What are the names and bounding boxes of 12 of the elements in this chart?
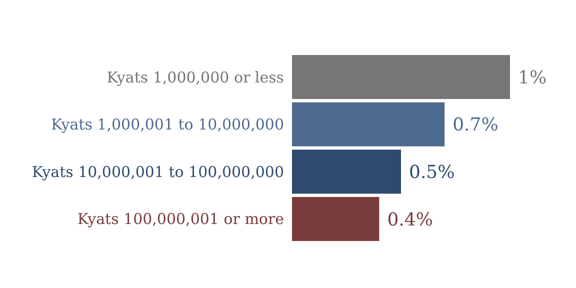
data-label: 1% [518, 67, 547, 88]
bar [292, 102, 445, 146]
bar [292, 55, 510, 100]
bar [292, 150, 401, 194]
bar [292, 196, 380, 241]
y-tick-label: Kyats 10,000,001 to 100,000,000 [32, 162, 284, 181]
data-label: 0.7% [452, 114, 498, 136]
data-label: 0.5% [409, 162, 455, 183]
y-tick-label: Kyats 100,000,001 or more [77, 210, 284, 228]
y-tick-label: Kyats 1,000,001 to 10,000,000 [51, 116, 284, 134]
y-tick-label: Kyats 1,000,000 or less [106, 68, 284, 86]
data-label: 0.4% [387, 209, 433, 230]
